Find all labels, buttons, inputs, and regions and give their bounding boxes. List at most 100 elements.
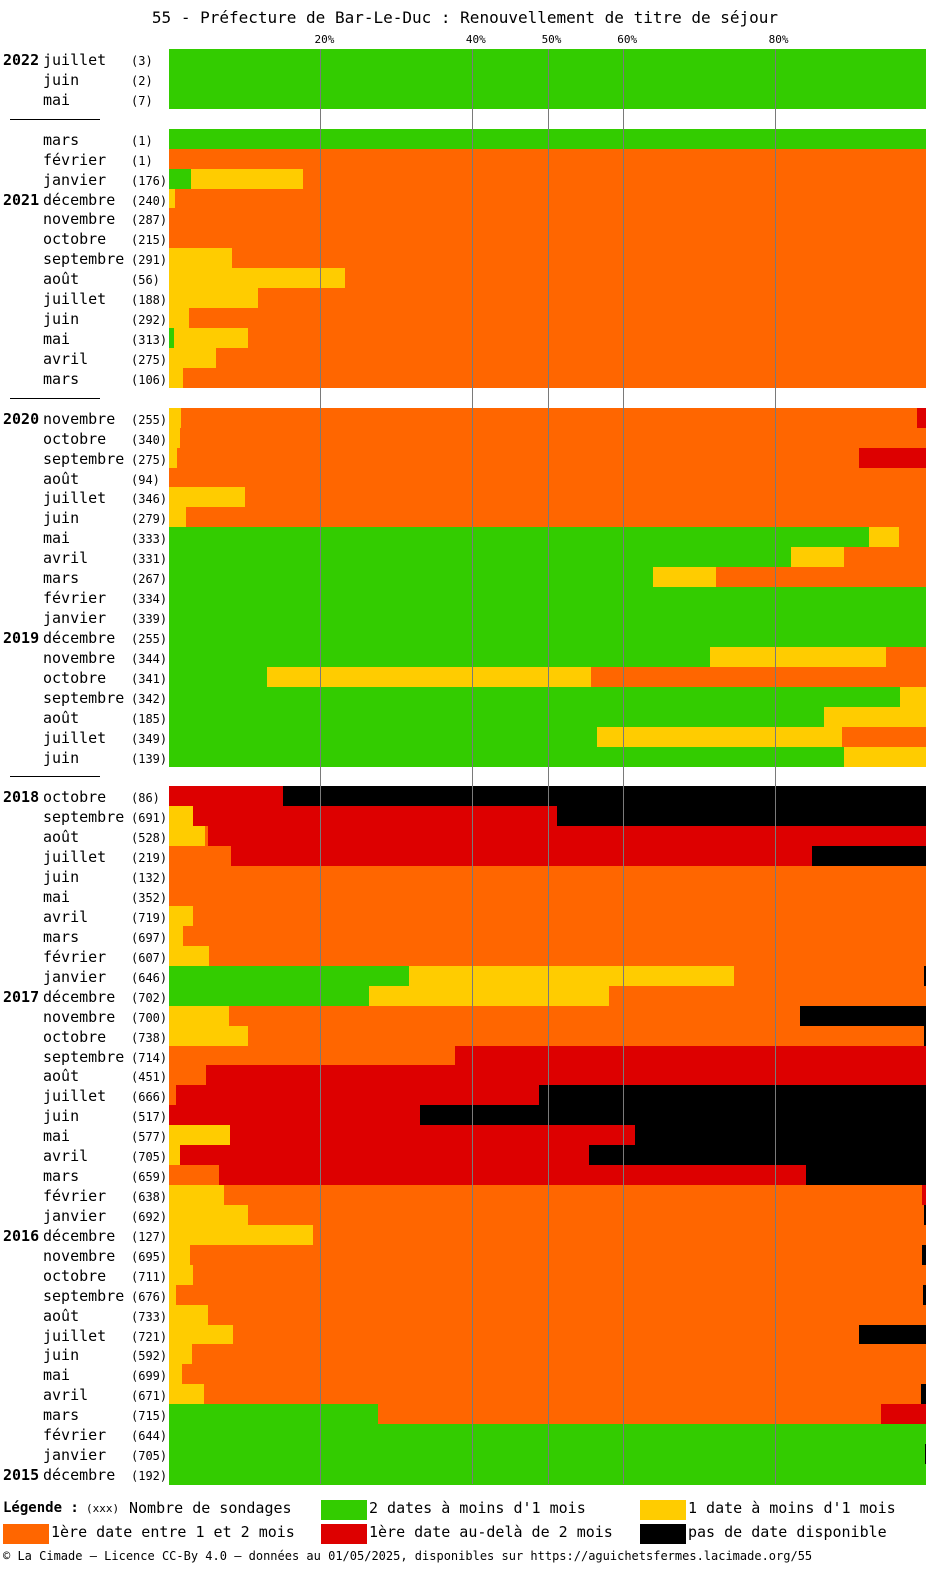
month-label: mars: [43, 369, 80, 388]
count-label: (219): [131, 851, 168, 866]
bar-segment: [169, 547, 792, 568]
bar-segment: [653, 567, 717, 588]
bar-segment: [791, 547, 845, 568]
count-label: (342): [131, 691, 168, 706]
bar-segment: [207, 1304, 926, 1326]
year-label: 2019: [3, 628, 40, 647]
footer-credit: © La Cimade — Licence CC-By 4.0 — donnée…: [3, 1549, 813, 1563]
count-label: (94): [131, 472, 160, 487]
count-label: (106): [131, 372, 168, 387]
bar-segment: [169, 487, 246, 508]
bar-segment: [716, 567, 926, 588]
x-tick-label: 50%: [541, 33, 562, 46]
gridline: [320, 49, 322, 1484]
legend-label: pas de date disponible: [688, 1523, 887, 1541]
month-label: mars: [43, 1167, 80, 1186]
legend-swatch: [321, 1524, 367, 1544]
bar-segment: [368, 985, 609, 1007]
bar-segment: [229, 1125, 636, 1146]
count-label: (607): [131, 950, 168, 965]
bar-segment: [869, 527, 899, 548]
legend-title: Légende :: [3, 1500, 79, 1516]
month-label: juin: [43, 868, 80, 887]
bar-segment: [206, 1065, 926, 1086]
bar-segment: [799, 1005, 926, 1027]
count-label: (517): [131, 1110, 168, 1125]
legend-swatch: [640, 1524, 686, 1544]
bar-segment: [169, 1145, 180, 1166]
month-label: juillet: [43, 848, 107, 867]
count-label: (695): [131, 1249, 168, 1264]
month-label: août: [43, 1067, 80, 1086]
bar-segment: [204, 826, 208, 847]
count-label: (638): [131, 1190, 168, 1204]
count-label: (691): [131, 811, 168, 826]
gridline: [547, 49, 549, 1484]
bar-segment: [169, 1284, 176, 1306]
bar-segment: [844, 746, 926, 768]
month-label: novembre: [43, 1007, 116, 1026]
count-label: (132): [131, 871, 168, 886]
bar-segment: [283, 786, 926, 807]
month-label: juin: [43, 310, 80, 329]
bar-segment: [169, 806, 194, 827]
year-label: 2022: [3, 51, 40, 69]
bar-segment: [191, 1344, 926, 1365]
section-separator: [10, 118, 100, 120]
bar-segment: [169, 1185, 224, 1206]
bar-segment: [859, 447, 926, 469]
bar-segment: [922, 1185, 926, 1206]
month-label: mai: [43, 330, 71, 349]
month-label: novembre: [43, 409, 116, 428]
count-label: (255): [131, 631, 168, 646]
bar-segment: [169, 666, 267, 688]
count-label: (339): [131, 612, 168, 627]
bar-segment: [173, 328, 249, 349]
bar-segment: [248, 1204, 924, 1226]
month-label: janvier: [43, 1206, 107, 1225]
month-label: mai: [43, 90, 71, 109]
bar-segment: [539, 1085, 926, 1106]
month-label: juin: [43, 70, 80, 89]
month-label: décembre: [43, 628, 116, 647]
month-label: août: [43, 1306, 80, 1325]
year-label: 2018: [3, 788, 40, 807]
x-tick-label: 20%: [314, 33, 335, 46]
month-label: juillet: [43, 728, 107, 747]
bar-segment: [899, 686, 926, 708]
bar-segment: [248, 328, 926, 349]
year-label: 2020: [3, 409, 40, 428]
bar-segment: [344, 268, 926, 289]
count-label: (705): [131, 1449, 168, 1464]
month-label: mai: [43, 888, 71, 907]
bar-segment: [190, 1244, 923, 1266]
bar-segment: [858, 1324, 926, 1346]
month-label: septembre: [43, 449, 125, 468]
bar-segment: [377, 1404, 882, 1425]
year-label: 2017: [3, 987, 40, 1006]
bar-segment: [169, 846, 232, 867]
month-label: juillet: [43, 1326, 107, 1345]
month-label: octobre: [43, 230, 107, 249]
count-label: (192): [131, 1469, 168, 1484]
bar-segment: [169, 1005, 229, 1027]
bar-segment: [169, 1045, 456, 1067]
month-label: février: [43, 1187, 107, 1205]
bar-segment: [169, 447, 178, 469]
bar-segment: [169, 925, 184, 947]
bar-segment: [805, 1165, 926, 1186]
month-label: juin: [43, 509, 80, 528]
bar-segment: [841, 726, 926, 748]
bar-segment: [207, 826, 926, 847]
count-label: (313): [131, 333, 168, 348]
count-label: (139): [131, 751, 168, 766]
month-label: mars: [43, 927, 80, 946]
year-label: 2016: [3, 1226, 40, 1245]
bar-segment: [247, 1025, 925, 1047]
month-label: janvier: [43, 1446, 107, 1465]
month-label: mars: [43, 569, 80, 588]
bar-segment: [823, 706, 926, 728]
month-label: août: [43, 469, 80, 488]
month-label: novembre: [43, 210, 116, 229]
bar-segment: [589, 1145, 926, 1166]
